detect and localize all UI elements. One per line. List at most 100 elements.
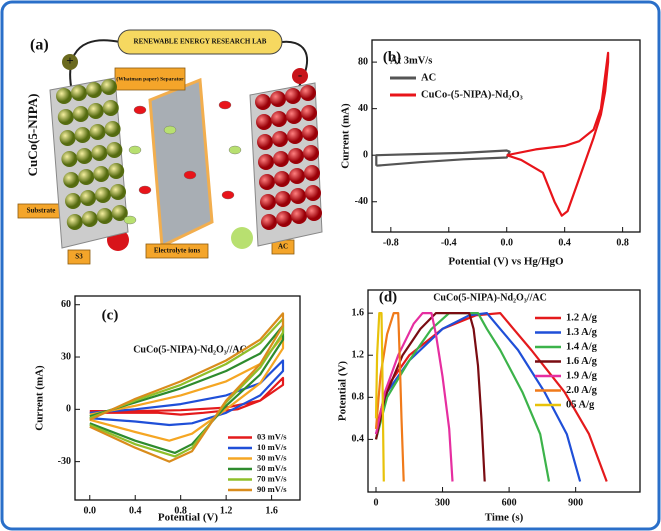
particle [61, 151, 78, 167]
substrate-label: Substrate [27, 207, 56, 215]
particle [86, 82, 102, 98]
y-tick-label: 0.8 [352, 392, 365, 403]
legend-title: At 3mV/s [390, 55, 432, 66]
y-tick-label: -30 [58, 456, 71, 467]
particle [95, 187, 111, 203]
particle [63, 172, 80, 188]
legend-label: 1.6 A/g [566, 356, 598, 367]
particle [289, 168, 305, 184]
particle [59, 130, 76, 146]
ion [221, 190, 235, 200]
x-tick-label: -0.4 [441, 237, 457, 248]
ion [138, 185, 152, 195]
y-tick-label: 0 [66, 404, 71, 415]
series-line [89, 324, 285, 454]
y-axis-label: Current (mA) [340, 103, 352, 169]
particle [257, 134, 273, 150]
series-line [89, 312, 285, 463]
x-tick-label: 0.0 [84, 505, 97, 516]
s3-box [67, 249, 91, 265]
particle [108, 163, 125, 179]
x-tick-label: 0.8 [174, 505, 187, 516]
ion [218, 100, 232, 110]
separator-label: (Whatman paper) Separator [116, 75, 184, 82]
particle [272, 131, 288, 147]
annotation: CuCo(5-NIPA)-Nd₂O₃//AC [433, 292, 547, 303]
particle [81, 211, 98, 227]
particle [102, 100, 119, 116]
particle [57, 109, 74, 125]
y-axis-label: Potential (V) [337, 361, 349, 422]
particle [256, 114, 272, 130]
particle [302, 125, 318, 141]
particle [303, 145, 319, 161]
legend-label: 1.9 A/g [566, 370, 598, 381]
ion [133, 105, 147, 115]
panel-label: (b) [383, 49, 401, 65]
particle [71, 85, 87, 101]
y-tick-label: 60 [61, 299, 71, 310]
ion [163, 125, 177, 135]
x-axis-label: Time (s) [485, 512, 524, 524]
y-tick-label: 1.6 [352, 307, 365, 318]
particle [270, 91, 286, 107]
legend-label: 1.2 A/g [566, 312, 598, 323]
particle [261, 214, 277, 230]
series-line [506, 51, 610, 217]
particle [274, 171, 290, 187]
plot-area [74, 295, 301, 501]
particle [291, 208, 307, 224]
series-line [374, 312, 551, 482]
legend-label: 10 mV/s [257, 442, 287, 452]
schematic: RENEWABLE ENERGY RESEARCH LAB (a) (Whatm… [17, 29, 323, 265]
particle [286, 108, 302, 124]
series-line [374, 312, 385, 482]
series-line [89, 317, 285, 458]
particle [65, 193, 81, 209]
particle [260, 194, 276, 210]
y-tick-label: 40 [358, 103, 368, 114]
particle [301, 105, 317, 121]
legend-label: 50 mV/s [257, 463, 287, 473]
legend-label: 03 mV/s [257, 431, 287, 441]
electrolyte-box [145, 243, 209, 259]
x-axis-label: Potential (V) vs Hg/HgO [448, 256, 564, 268]
particle [255, 94, 271, 110]
legend-label: 1.3 A/g [566, 327, 598, 338]
y-tick-label: 30 [61, 351, 71, 362]
legend-label: AC [421, 72, 436, 83]
x-tick-label: 0 [373, 497, 378, 508]
x-tick-label: 1.6 [265, 505, 278, 516]
particle [306, 205, 322, 221]
particle [76, 148, 93, 164]
x-tick-label: 0.4 [558, 237, 571, 248]
electrolyte-label: Electrolyte ions [154, 247, 201, 255]
particle [276, 211, 292, 227]
particle [56, 88, 72, 104]
plot-area [371, 39, 641, 233]
particle [106, 142, 123, 158]
s3-label: S3 [75, 253, 83, 261]
particle [96, 208, 113, 224]
particle [87, 103, 104, 119]
particle [89, 124, 106, 140]
panel-label: (a) [30, 37, 49, 54]
minus-label: - [298, 67, 302, 82]
series-line [374, 312, 486, 482]
particle [305, 185, 321, 201]
plus-label: + [66, 53, 73, 68]
series-line [89, 359, 285, 427]
particle [74, 127, 91, 143]
particle [91, 145, 108, 161]
ion [183, 170, 197, 180]
particle [273, 151, 289, 167]
annotation: CuCo(5-NIPA)-Nd₂O₃//AC [133, 344, 247, 355]
x-tick-label: 1.2 [220, 505, 233, 516]
y-tick-label: 1.2 [352, 350, 365, 361]
series-line [89, 335, 285, 442]
particle [72, 106, 89, 122]
legend-label: 1.4 A/g [566, 341, 598, 352]
legend-label: 90 mV/s [257, 484, 287, 494]
separator [148, 77, 214, 249]
x-tick-label: 0.8 [616, 237, 629, 248]
